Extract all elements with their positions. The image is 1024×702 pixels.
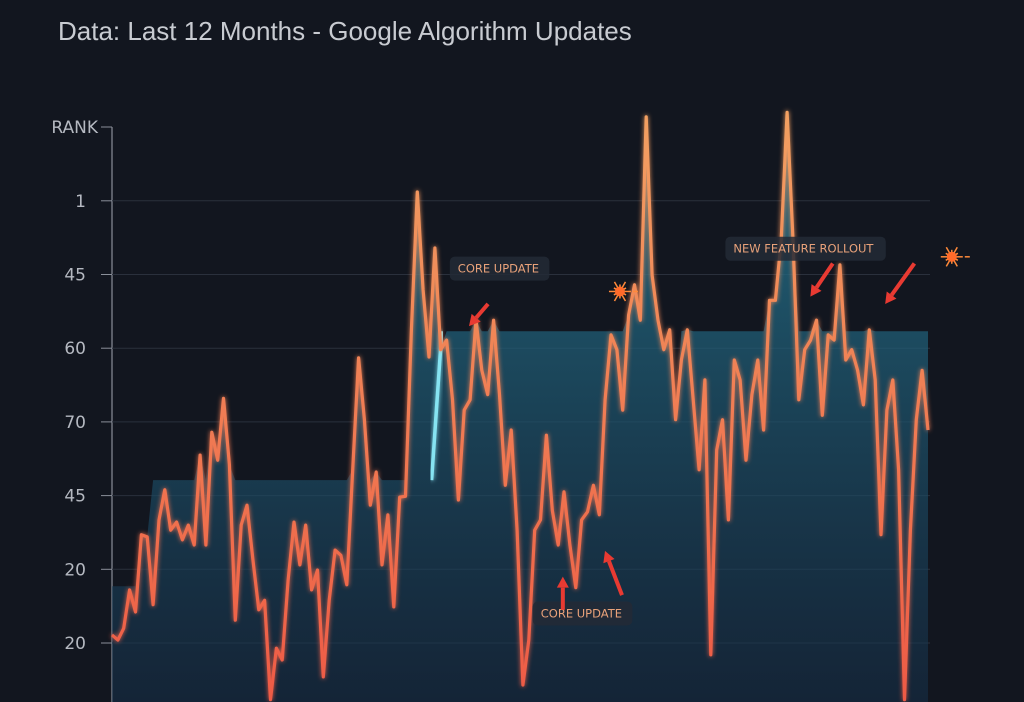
y-tick-label: 70: [64, 413, 86, 433]
arrow-head-icon: [556, 576, 569, 588]
annotation-label: CORE UPDATE: [458, 262, 539, 276]
y-axis-label: RANK: [51, 118, 98, 138]
y-tick-label: 45: [64, 487, 86, 507]
annotation-label: CORE UPDATE: [541, 607, 622, 621]
arrow-head-icon: [885, 291, 897, 304]
annotation-label: NEW FEATURE ROLLOUT: [733, 242, 874, 256]
y-tick-label: 20: [64, 560, 86, 580]
arrow-icon: [474, 302, 490, 320]
rank-line: [110, 110, 930, 702]
y-tick-label: 1: [75, 192, 86, 212]
arrow-icon: [814, 262, 835, 289]
arrow-head-icon: [810, 284, 822, 297]
annotation-box: [449, 256, 550, 281]
annotation-box: [725, 236, 886, 261]
burst-icon: [940, 246, 970, 267]
area-fill: [112, 112, 928, 702]
annotation-box: [532, 601, 633, 626]
chart-title: Data: Last 12 Months - Google Algorithm …: [58, 16, 632, 46]
baseline-step-riser: [429, 331, 444, 481]
burst-icon: [608, 281, 638, 302]
arrow-head-icon: [469, 313, 481, 327]
y-tick-label: 60: [64, 339, 86, 359]
y-tick-label: 20: [64, 634, 86, 654]
arrow-head-icon: [603, 550, 615, 564]
arrow-icon: [889, 262, 917, 297]
arrow-icon: [607, 560, 624, 596]
y-tick-label: 45: [64, 266, 86, 286]
